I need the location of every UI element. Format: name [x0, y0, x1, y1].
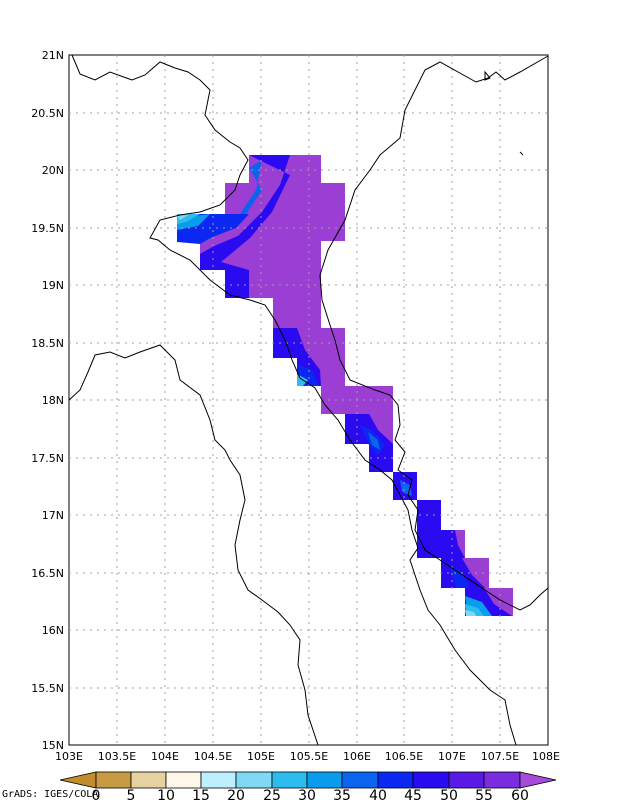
colorbar-swatch — [448, 771, 485, 789]
coastline — [319, 55, 549, 611]
border-west — [68, 344, 319, 746]
colorbar-label: 15 — [192, 788, 210, 800]
y-tick-label: 15.5N — [31, 682, 64, 695]
island-2 — [519, 151, 524, 156]
colorbar-swatch — [377, 771, 414, 789]
grads-credit: GrADS: IGES/COLA — [2, 789, 98, 800]
x-tick-label: 105E — [247, 750, 275, 763]
colorbar-swatch — [271, 771, 308, 789]
x-tick-label: 105.5E — [290, 750, 328, 763]
x-tick-label: 107.5E — [481, 750, 519, 763]
colorbar-swatch — [341, 771, 379, 789]
colorbar-label: 20 — [227, 788, 245, 800]
y-tick-label: 18.5N — [31, 337, 64, 350]
x-tick-label: 106E — [343, 750, 371, 763]
y-tick-label: 19.5N — [31, 222, 64, 235]
precip-cell-band — [177, 155, 290, 298]
colorbar-label: 25 — [263, 788, 281, 800]
y-tick-label: 15N — [42, 739, 64, 752]
colorbar-label: 35 — [333, 788, 351, 800]
y-axis: 21N 20.5N 20N 19.5N 19N 18.5N 18N 17.5N … — [31, 49, 64, 752]
y-tick-label: 16.5N — [31, 567, 64, 580]
coastline-borders — [68, 54, 549, 746]
x-tick-label: 108E — [532, 750, 560, 763]
x-tick-label: 106.5E — [385, 750, 423, 763]
grid-lines — [69, 55, 548, 745]
colorbar-swatch — [235, 771, 273, 789]
national-border — [71, 54, 517, 746]
y-tick-label: 18N — [42, 394, 64, 407]
x-tick-label: 104.5E — [194, 750, 232, 763]
colorbar-swatch — [165, 771, 202, 789]
colorbar-label: 55 — [475, 788, 493, 800]
x-tick-label: 104E — [151, 750, 179, 763]
colorbar — [59, 771, 557, 789]
colorbar-swatch — [200, 771, 237, 789]
x-axis: 103E 103.5E 104E 104.5E 105E 105.5E 106E… — [55, 750, 560, 763]
y-tick-label: 19N — [42, 279, 64, 292]
colorbar-label: 30 — [298, 788, 316, 800]
y-tick-label: 17.5N — [31, 452, 64, 465]
colorbar-label: 5 — [127, 788, 136, 800]
colorbar-label: 50 — [440, 788, 458, 800]
x-tick-label: 107E — [438, 750, 466, 763]
colorbar-swatch — [95, 771, 132, 789]
colorbar-swatch — [130, 771, 167, 789]
colorbar-label: 60 — [511, 788, 529, 800]
y-tick-label: 16N — [42, 624, 64, 637]
colorbar-label: 10 — [157, 788, 175, 800]
colorbar-swatch — [412, 771, 450, 789]
precipitation-shading — [177, 155, 513, 616]
colorbar-high-arrow — [519, 771, 557, 789]
x-tick-label: 103E — [55, 750, 83, 763]
colorbar-label: 45 — [404, 788, 422, 800]
colorbar-label: 40 — [369, 788, 387, 800]
colorbar-swatch — [483, 771, 521, 789]
colorbar-low-arrow — [59, 771, 97, 789]
colorbar-swatch — [306, 771, 343, 789]
colorbar-labels: 0 5 10 15 20 25 30 35 40 45 50 55 60 — [92, 788, 529, 800]
y-tick-label: 20.5N — [31, 107, 64, 120]
x-tick-label: 103.5E — [98, 750, 136, 763]
island — [484, 70, 491, 81]
colorbar-label: 0 — [92, 788, 101, 800]
y-tick-label: 20N — [42, 164, 64, 177]
y-tick-label: 21N — [42, 49, 64, 62]
y-tick-label: 17N — [42, 509, 64, 522]
